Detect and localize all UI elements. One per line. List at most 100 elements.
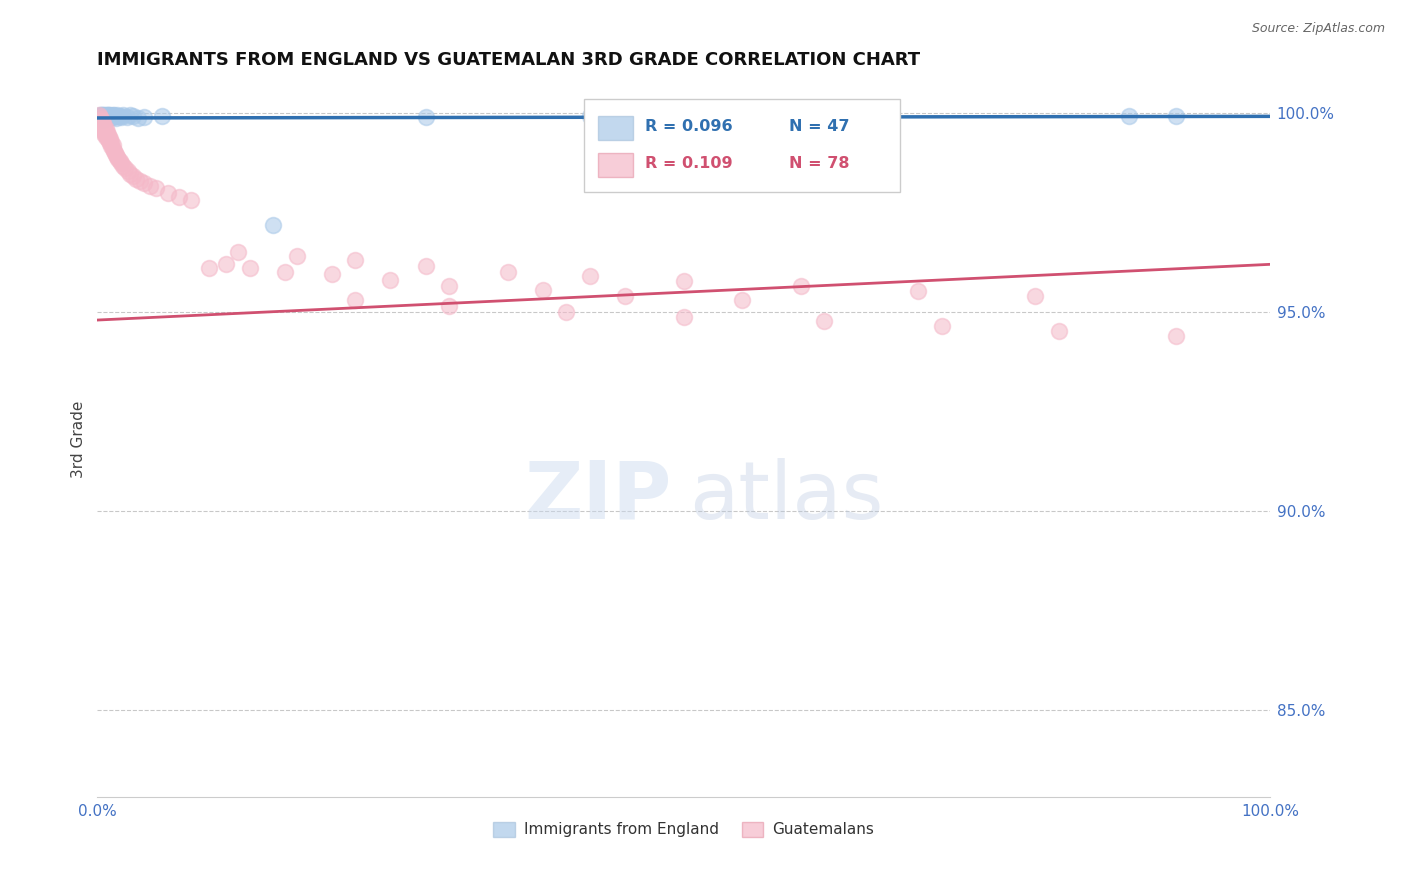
Point [91, 110, 114, 124]
Point [321, 268, 343, 282]
Point [197, 260, 219, 275]
Point [112, 159, 135, 173]
Point [437, 299, 460, 313]
Point [496, 265, 519, 279]
Point [274, 265, 297, 279]
Point [907, 285, 929, 299]
Point [127, 111, 149, 125]
Point [90, 108, 112, 122]
Point [93, 119, 115, 133]
Point [93, 127, 115, 141]
Point [96, 109, 118, 123]
Text: N = 47: N = 47 [789, 119, 849, 134]
Point [100, 109, 122, 123]
Point [96, 129, 118, 144]
Point [128, 174, 150, 188]
Point [121, 109, 143, 123]
Point [1024, 289, 1046, 303]
Point [117, 164, 139, 178]
Point [262, 218, 284, 232]
Point [98, 108, 121, 122]
Point [89, 114, 111, 128]
Point [97, 108, 120, 122]
Point [108, 153, 131, 168]
Point [91, 108, 114, 122]
Point [96, 111, 118, 125]
Point [125, 171, 148, 186]
Point [108, 109, 131, 123]
Point [156, 186, 179, 200]
Point [97, 110, 120, 124]
Point [93, 123, 115, 137]
Point [90, 112, 112, 127]
Point [98, 134, 121, 148]
Point [101, 110, 124, 124]
Point [731, 293, 754, 307]
Point [555, 305, 578, 319]
Point [105, 111, 128, 125]
Point [98, 136, 121, 150]
Point [110, 110, 132, 124]
Text: R = 0.109: R = 0.109 [645, 156, 733, 171]
Point [226, 245, 249, 260]
FancyBboxPatch shape [598, 116, 633, 140]
Point [91, 117, 114, 131]
Point [98, 110, 121, 124]
Point [107, 152, 129, 166]
Point [98, 132, 121, 146]
Point [93, 110, 115, 124]
Point [97, 132, 120, 146]
Point [94, 111, 117, 125]
Point [145, 181, 167, 195]
Point [112, 108, 135, 122]
Point [578, 109, 600, 123]
Point [120, 167, 142, 181]
Point [613, 289, 636, 303]
Point [89, 110, 111, 124]
Point [150, 109, 173, 123]
Point [91, 121, 114, 136]
Point [90, 116, 112, 130]
Point [931, 318, 953, 333]
Point [91, 112, 114, 127]
Point [93, 108, 115, 122]
Point [437, 279, 460, 293]
Point [115, 110, 138, 124]
Text: R = 0.096: R = 0.096 [645, 119, 733, 134]
Point [94, 108, 117, 122]
Point [91, 108, 114, 122]
Legend: Immigrants from England, Guatemalans: Immigrants from England, Guatemalans [486, 816, 880, 844]
Text: ZIP: ZIP [524, 458, 672, 536]
Point [91, 120, 114, 134]
Point [285, 249, 308, 263]
Point [90, 112, 112, 127]
Point [89, 110, 111, 124]
Point [100, 135, 122, 149]
Point [97, 128, 120, 142]
Point [415, 260, 437, 274]
Point [531, 283, 554, 297]
Point [104, 109, 127, 123]
Point [110, 156, 132, 170]
Point [344, 253, 367, 268]
Text: atlas: atlas [689, 458, 884, 536]
Point [134, 176, 156, 190]
Point [180, 193, 202, 207]
Text: N = 78: N = 78 [789, 156, 849, 171]
Y-axis label: 3rd Grade: 3rd Grade [72, 401, 86, 478]
Point [344, 293, 367, 307]
Point [101, 138, 124, 153]
Point [94, 130, 117, 145]
Point [215, 257, 238, 271]
Text: Source: ZipAtlas.com: Source: ZipAtlas.com [1251, 22, 1385, 36]
Point [1164, 329, 1187, 343]
Point [90, 119, 112, 133]
Point [91, 124, 114, 138]
Point [96, 108, 118, 122]
Point [239, 261, 262, 276]
Point [380, 273, 402, 287]
Point [121, 169, 143, 183]
Point [91, 116, 114, 130]
Point [100, 138, 122, 153]
Point [91, 114, 114, 128]
